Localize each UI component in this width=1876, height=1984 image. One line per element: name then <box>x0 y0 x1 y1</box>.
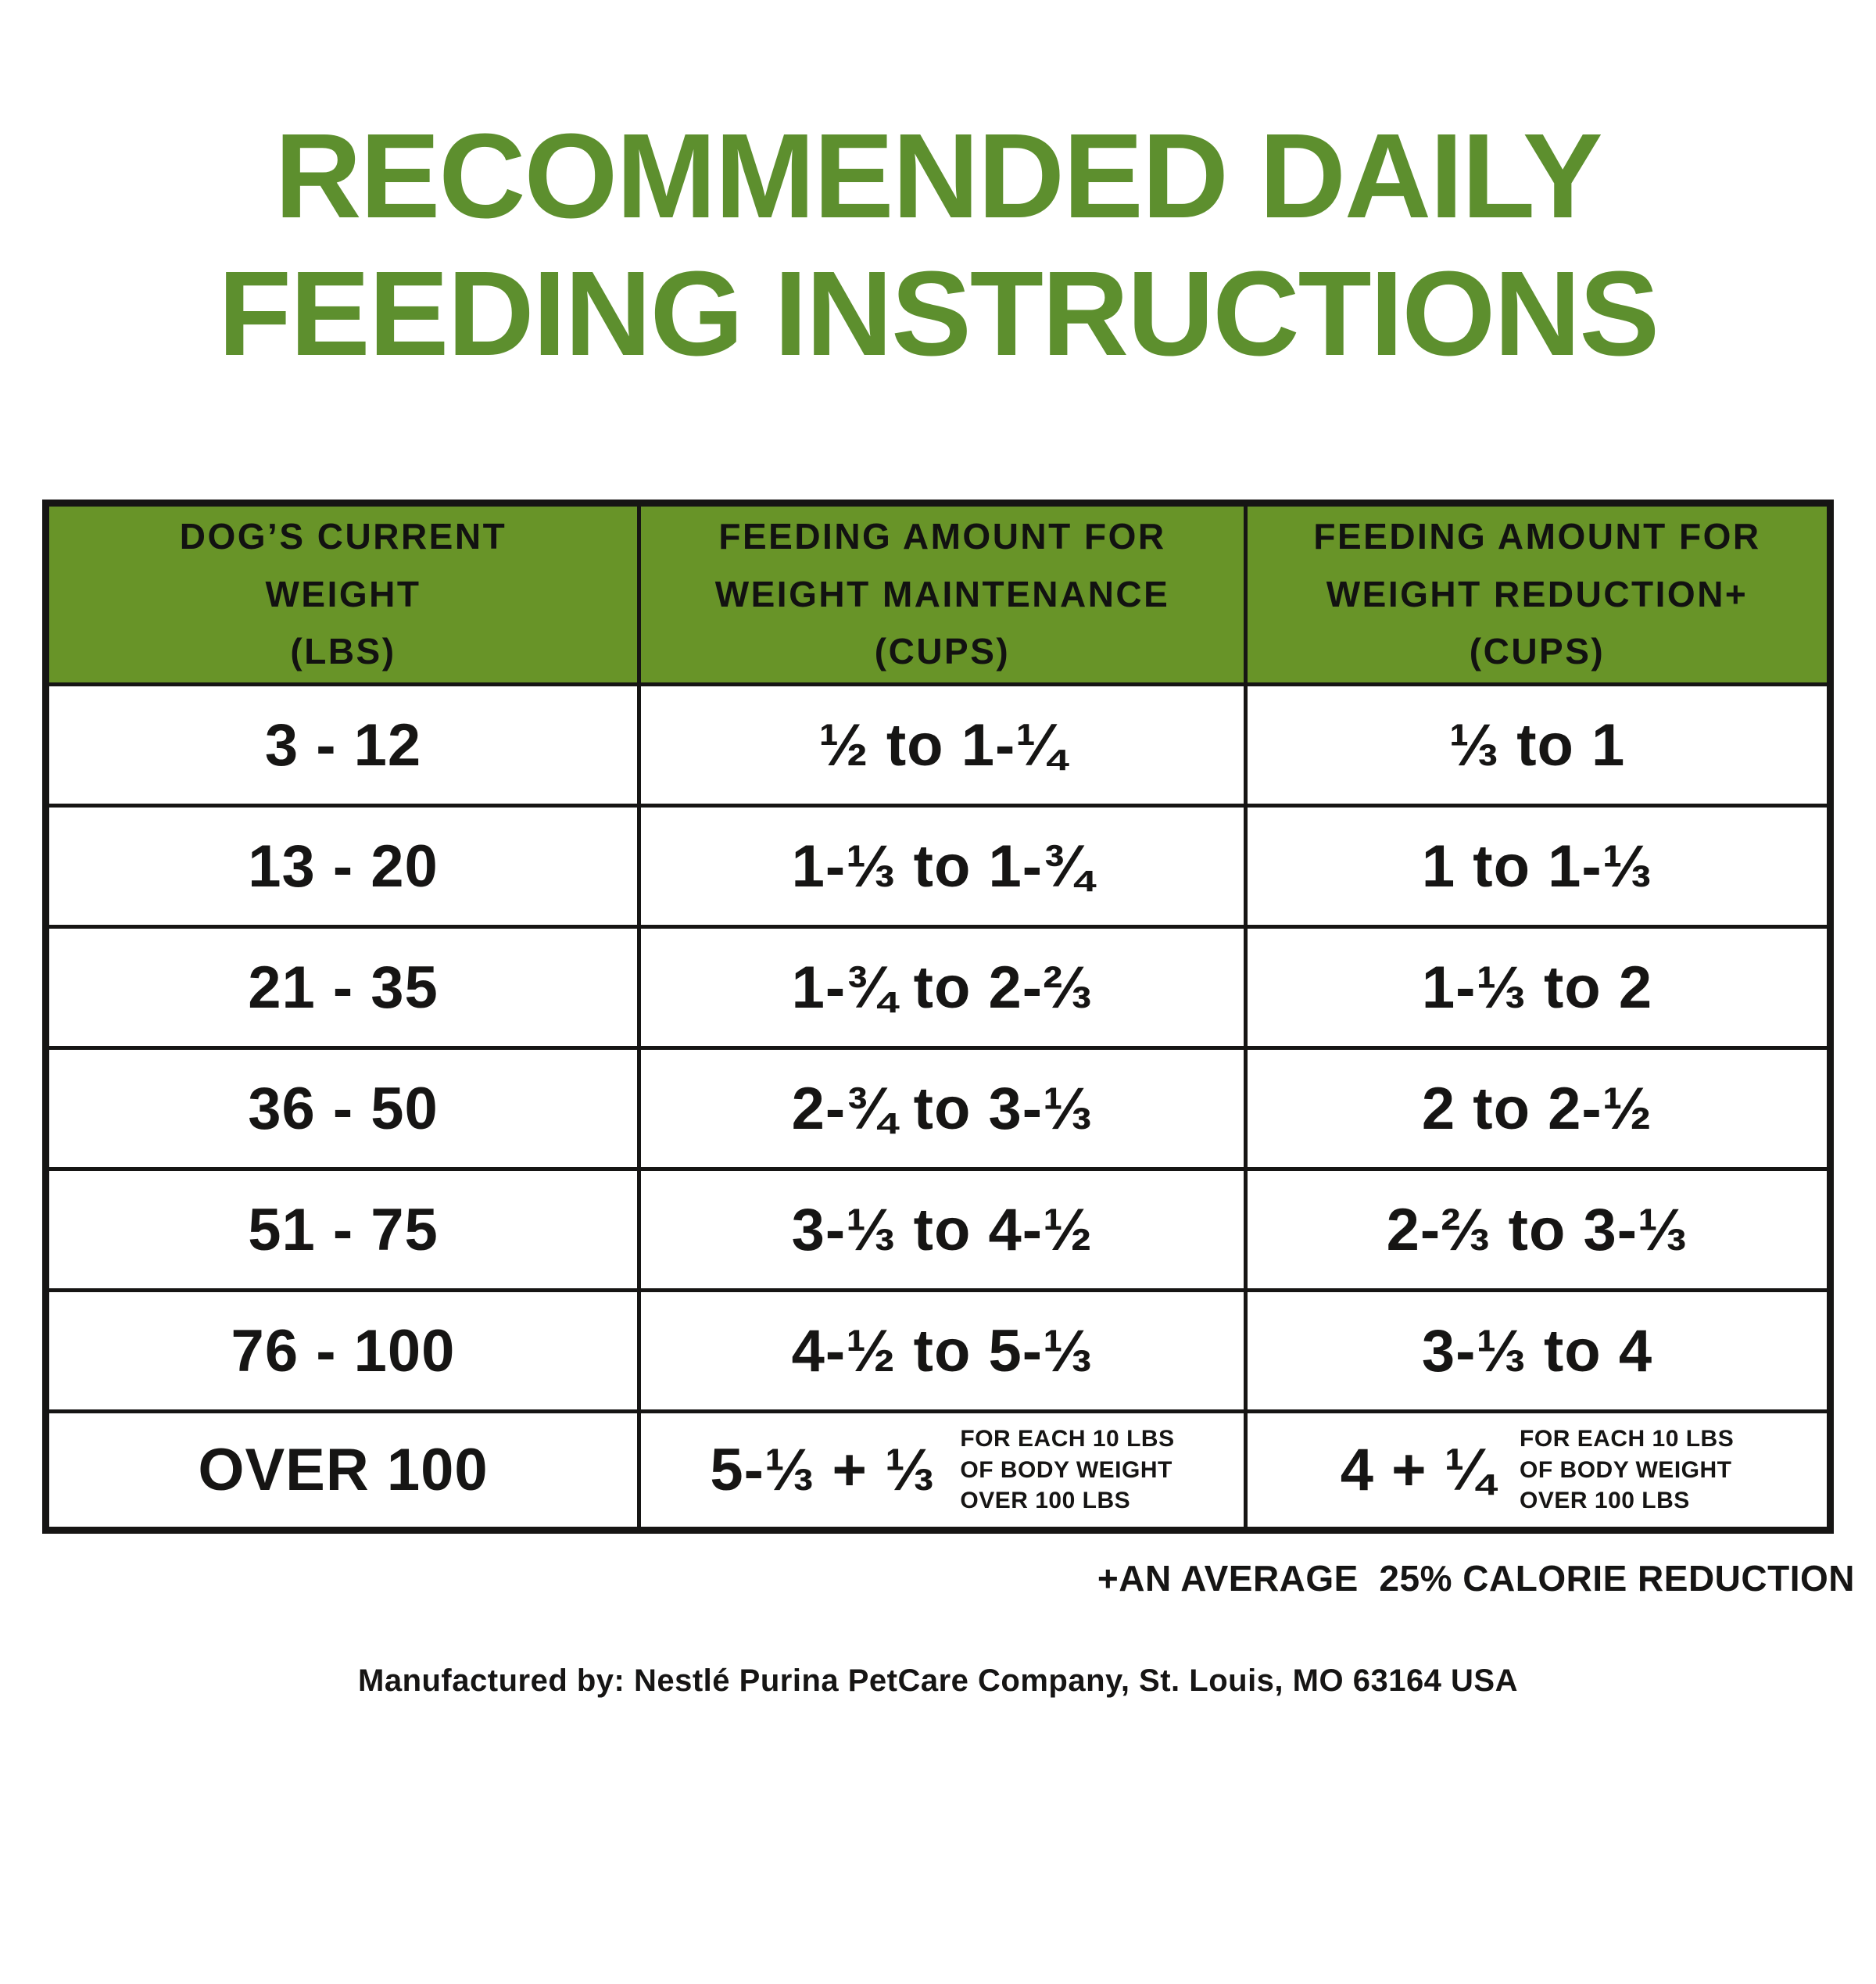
reduction-value: ⅓ to 1 <box>1244 682 1832 808</box>
reduction-value: 2 to 2-½ <box>1244 1046 1832 1172</box>
weight-value: 51 - 75 <box>44 1167 641 1293</box>
table-row-over-100: OVER 100 5-⅓ + ⅓ FOR EACH 10 LBS OF BODY… <box>44 1409 1832 1533</box>
weight-value: 76 - 100 <box>44 1288 641 1414</box>
maintenance-value: ½ to 1-¼ <box>636 682 1248 808</box>
maintenance-value: 1-¾ to 2-⅔ <box>636 925 1248 1051</box>
maintenance-value: 5-⅓ + ⅓ <box>710 1437 936 1504</box>
table-row: 21 - 35 1-¾ to 2-⅔ 1-⅓ to 2 <box>44 925 1832 1051</box>
maintenance-note-line2: OF BODY WEIGHT <box>960 1456 1172 1483</box>
header-maintenance-line1: FEEDING AMOUNT FOR <box>718 516 1166 557</box>
maintenance-value: 2-¾ to 3-⅓ <box>636 1046 1248 1172</box>
maintenance-note-line3: OVER 100 LBS <box>960 1488 1131 1514</box>
header-weight-line2: WEIGHT <box>265 573 421 614</box>
header-maintenance-line3: (CUPS) <box>874 631 1011 672</box>
weight-value: 3 - 12 <box>44 682 641 808</box>
table-header-row: DOG’S CURRENT WEIGHT (LBS) FEEDING AMOUN… <box>44 501 1832 687</box>
maintenance-value: 1-⅓ to 1-¾ <box>636 804 1248 929</box>
weight-value: 36 - 50 <box>44 1046 641 1172</box>
header-cell-reduction: FEEDING AMOUNT FOR WEIGHT REDUCTION+ (CU… <box>1244 501 1832 687</box>
header-weight-line3: (LBS) <box>290 631 396 672</box>
calorie-reduction-footnote: +AN AVERAGE 25% CALORIE REDUCTION <box>1097 1558 1855 1599</box>
reduction-note-line1: FOR EACH 10 LBS <box>1520 1426 1735 1452</box>
reduction-value: 3-⅓ to 4 <box>1244 1288 1832 1414</box>
maintenance-over100-cell: 5-⅓ + ⅓ FOR EACH 10 LBS OF BODY WEIGHT O… <box>636 1409 1248 1533</box>
table-row: 76 - 100 4-½ to 5-⅓ 3-⅓ to 4 <box>44 1288 1832 1414</box>
reduction-value: 1-⅓ to 2 <box>1244 925 1832 1051</box>
reduction-value: 2-⅔ to 3-⅓ <box>1244 1167 1832 1293</box>
reduction-note: FOR EACH 10 LBS OF BODY WEIGHT OVER 100 … <box>1520 1424 1734 1517</box>
table-row: 51 - 75 3-⅓ to 4-½ 2-⅔ to 3-⅓ <box>44 1167 1832 1293</box>
maintenance-note: FOR EACH 10 LBS OF BODY WEIGHT OVER 100 … <box>960 1424 1174 1517</box>
header-reduction-line2: WEIGHT REDUCTION+ <box>1326 573 1749 614</box>
maintenance-combo: 5-⅓ + ⅓ FOR EACH 10 LBS OF BODY WEIGHT O… <box>641 1413 1244 1527</box>
header-weight-line1: DOG’S CURRENT <box>179 516 507 557</box>
reduction-value: 1 to 1-⅓ <box>1244 804 1832 929</box>
weight-value: 13 - 20 <box>44 804 641 929</box>
header-cell-weight: DOG’S CURRENT WEIGHT (LBS) <box>44 501 641 687</box>
reduction-combo: 4 + ¼ FOR EACH 10 LBS OF BODY WEIGHT OVE… <box>1248 1413 1827 1527</box>
reduction-over100-cell: 4 + ¼ FOR EACH 10 LBS OF BODY WEIGHT OVE… <box>1244 1409 1832 1533</box>
header-reduction-line1: FEEDING AMOUNT FOR <box>1313 516 1761 557</box>
page-title: RECOMMENDED DAILY FEEDING INSTRUCTIONS <box>0 108 1876 382</box>
table-row: 13 - 20 1-⅓ to 1-¾ 1 to 1-⅓ <box>44 804 1832 929</box>
maintenance-note-line1: FOR EACH 10 LBS <box>960 1426 1175 1452</box>
reduction-note-line3: OVER 100 LBS <box>1520 1488 1690 1514</box>
table-row: 36 - 50 2-¾ to 3-⅓ 2 to 2-½ <box>44 1046 1832 1172</box>
page-title-line1: RECOMMENDED DAILY <box>274 109 1602 243</box>
header-reduction-line3: (CUPS) <box>1469 631 1606 672</box>
page-title-line2: FEEDING INSTRUCTIONS <box>217 245 1659 381</box>
weight-value: 21 - 35 <box>44 925 641 1051</box>
maintenance-value: 4-½ to 5-⅓ <box>636 1288 1248 1414</box>
header-cell-maintenance: FEEDING AMOUNT FOR WEIGHT MAINTENANCE (C… <box>636 501 1248 687</box>
reduction-note-line2: OF BODY WEIGHT <box>1520 1456 1732 1483</box>
weight-value: OVER 100 <box>44 1409 641 1533</box>
maintenance-value: 3-⅓ to 4-½ <box>636 1167 1248 1293</box>
manufacturer-line: Manufactured by: Nestlé Purina PetCare C… <box>358 1663 1518 1699</box>
reduction-value: 4 + ¼ <box>1340 1437 1495 1504</box>
header-maintenance-line2: WEIGHT MAINTENANCE <box>714 573 1170 614</box>
feeding-table: DOG’S CURRENT WEIGHT (LBS) FEEDING AMOUN… <box>42 500 1834 1535</box>
table-row: 3 - 12 ½ to 1-¼ ⅓ to 1 <box>44 682 1832 808</box>
